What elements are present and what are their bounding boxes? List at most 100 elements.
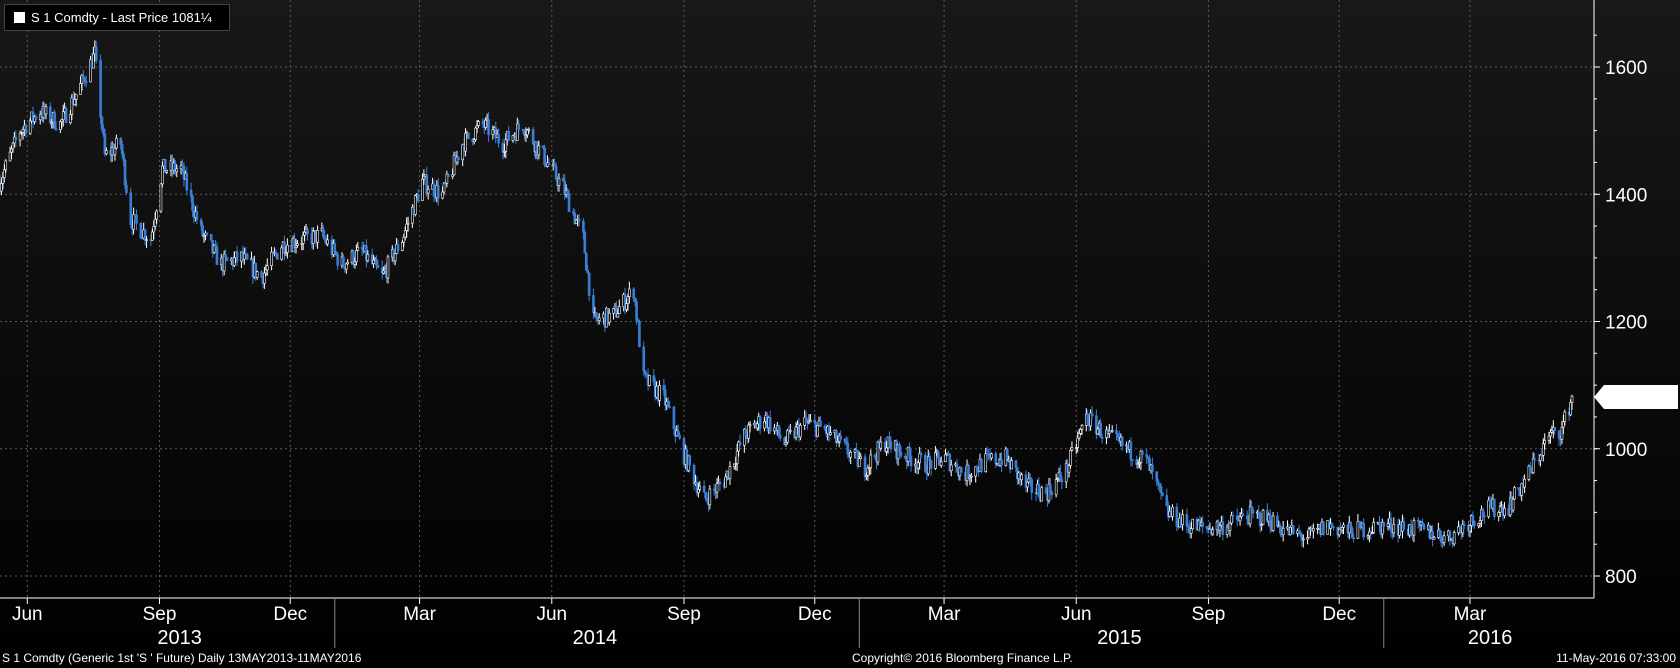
- candle-body: [355, 250, 358, 263]
- candle-body: [422, 175, 426, 180]
- candle-body: [1356, 521, 1360, 539]
- candle-body: [296, 243, 299, 246]
- candle-body: [1250, 506, 1253, 511]
- candle-body: [61, 111, 65, 121]
- candle-body: [276, 253, 279, 260]
- legend[interactable]: S 1 Comdty - Last Price 1081¼: [4, 4, 230, 31]
- candle-body: [1279, 525, 1282, 534]
- candle-body: [225, 257, 229, 261]
- candle-body: [1026, 481, 1029, 488]
- candle-body: [1000, 459, 1003, 466]
- x-tick-label: Jun: [1061, 604, 1092, 625]
- candle-body: [758, 416, 762, 429]
- candle-body: [778, 434, 782, 439]
- x-tick-label: Sep: [667, 604, 701, 625]
- candle-body: [715, 483, 719, 493]
- candle-body: [1529, 465, 1532, 470]
- candle-body: [507, 130, 510, 141]
- candle-body: [1221, 521, 1225, 535]
- candle-body: [491, 129, 495, 136]
- candle-body: [1245, 515, 1249, 520]
- candle-body: [64, 107, 68, 123]
- candle-body: [632, 288, 635, 299]
- candle-body: [642, 346, 646, 372]
- candle-body: [416, 194, 420, 201]
- candle-body: [1191, 518, 1194, 530]
- candle-body: [1171, 506, 1174, 517]
- x-tick-label: Mar: [928, 604, 961, 625]
- candle-body: [436, 185, 440, 199]
- candles: [0, 40, 1574, 549]
- candle-body: [643, 370, 647, 375]
- candle-body: [212, 244, 216, 253]
- candle-body: [1156, 480, 1160, 485]
- candle-body: [1442, 535, 1446, 543]
- candle-body: [738, 441, 742, 446]
- candle-body: [839, 435, 842, 440]
- candle-body: [1289, 526, 1292, 535]
- candle-body: [1145, 454, 1148, 458]
- candle-body: [735, 450, 739, 464]
- candle-body: [1422, 524, 1426, 530]
- candle-body: [1120, 437, 1124, 447]
- candle-body: [888, 436, 891, 443]
- candle-body: [1386, 523, 1390, 527]
- candle-body: [708, 488, 712, 506]
- candle-body: [1020, 474, 1023, 481]
- candle-body: [1067, 465, 1071, 473]
- candle-body: [638, 321, 641, 348]
- candle-body: [1493, 498, 1496, 517]
- candle-body: [744, 428, 748, 437]
- candle-body: [457, 156, 460, 161]
- candle-body: [804, 417, 808, 423]
- candle-body: [573, 212, 577, 224]
- last-price-marker: 1081¼: [1594, 385, 1678, 410]
- candle-body: [44, 106, 48, 115]
- candle-body: [561, 178, 565, 182]
- candle-body: [346, 262, 350, 265]
- candle-body: [89, 59, 92, 83]
- candle-body: [139, 222, 143, 239]
- candle-body: [1130, 459, 1134, 461]
- candle-body: [396, 244, 400, 251]
- candle-body: [1271, 515, 1275, 531]
- candle-body: [846, 442, 850, 455]
- candle-body: [153, 218, 157, 227]
- candle-body: [574, 219, 578, 224]
- candle-body: [1421, 521, 1424, 526]
- candle-body: [618, 306, 621, 314]
- candle-body: [1392, 524, 1396, 534]
- candle-body: [322, 228, 325, 237]
- candle-body: [876, 441, 880, 463]
- candle-body: [584, 252, 588, 271]
- candle-body: [1040, 487, 1044, 502]
- candle-body: [1531, 458, 1535, 474]
- candle-body: [592, 295, 595, 313]
- candle-body: [105, 150, 108, 155]
- candle-body: [1372, 522, 1376, 533]
- candle-body: [929, 460, 933, 469]
- candle-body: [421, 178, 424, 201]
- candle-body: [1181, 514, 1184, 526]
- candle-body: [209, 234, 213, 241]
- candle-body: [401, 241, 404, 251]
- candle-body: [334, 251, 338, 256]
- candle-body: [1523, 479, 1526, 488]
- candle-body: [1322, 521, 1325, 535]
- candle-body: [975, 466, 979, 472]
- candle-body: [724, 476, 727, 488]
- candle-body: [748, 424, 752, 427]
- candle-body: [326, 239, 329, 245]
- candle-body: [386, 256, 390, 279]
- candle-body: [1, 177, 5, 184]
- candle-body: [857, 458, 861, 467]
- candle-body: [21, 128, 25, 133]
- candle-body: [102, 128, 105, 135]
- candle-body: [1431, 530, 1434, 540]
- candle-body: [441, 191, 444, 199]
- axes: 800 1000 1200 1400 1600 Jun Sep Dec Mar Jun Sep Dec…: [0, 0, 1647, 649]
- candle-body: [1330, 523, 1334, 528]
- candle-body: [143, 229, 147, 241]
- candle-body: [1560, 426, 1564, 440]
- candle-body: [132, 214, 135, 230]
